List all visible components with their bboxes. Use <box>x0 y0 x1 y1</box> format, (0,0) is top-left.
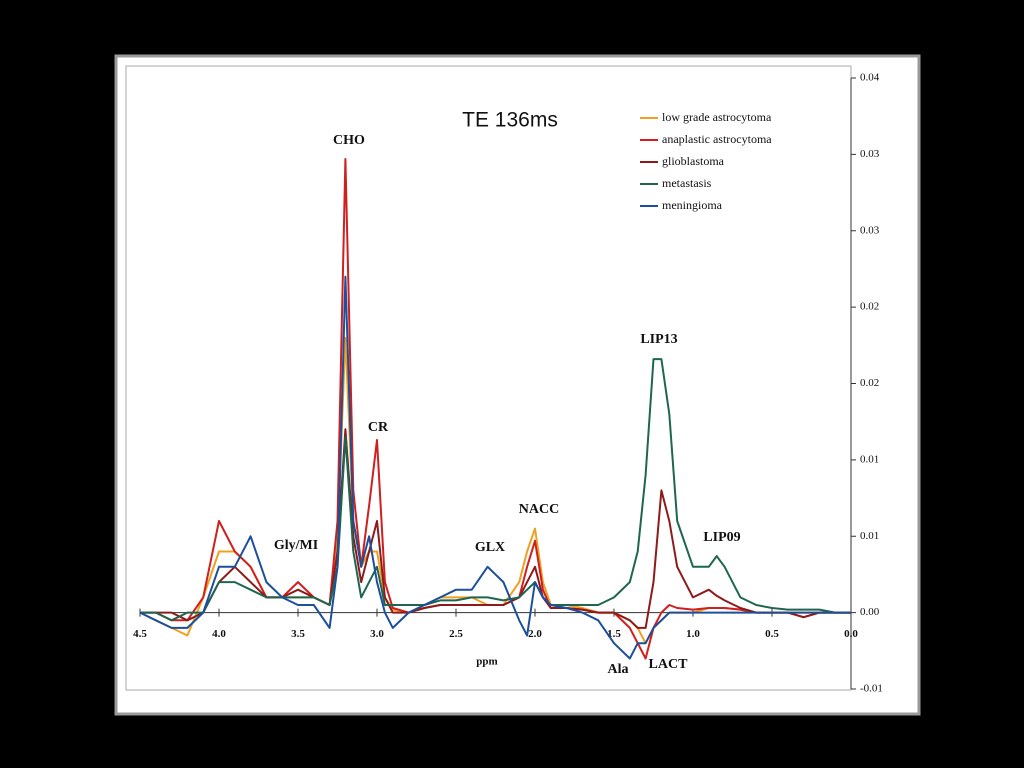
y-tick-label: 0.00 <box>860 606 880 618</box>
x-axis-label: ppm <box>476 656 497 668</box>
y-tick-label: -0.01 <box>860 683 883 695</box>
peak-label: LIP13 <box>640 332 677 347</box>
peak-label: NACC <box>519 502 559 517</box>
x-tick-label: 2.0 <box>528 628 542 640</box>
x-tick-label: 0.5 <box>765 628 779 640</box>
x-tick-label: 0.0 <box>844 628 858 640</box>
peak-label: LACT <box>649 657 689 672</box>
y-tick-label: 0.02 <box>860 301 879 313</box>
y-tick-label: 0.02 <box>860 377 879 389</box>
x-tick-label: 1.0 <box>686 628 700 640</box>
peak-label: CR <box>368 420 389 435</box>
chart-title: TE 136ms <box>462 109 558 132</box>
y-tick-label: 0.04 <box>860 72 880 84</box>
x-tick-label: 2.5 <box>449 628 463 640</box>
x-tick-label: 3.5 <box>291 628 305 640</box>
y-tick-label: 0.03 <box>860 224 880 236</box>
legend-label: anaplastic astrocytoma <box>662 132 772 146</box>
panel <box>114 54 921 716</box>
legend-label: low grade astrocytoma <box>662 110 772 124</box>
x-tick-label: 4.0 <box>212 628 226 640</box>
x-tick-label: 3.0 <box>370 628 384 640</box>
legend-label: metastasis <box>662 176 712 190</box>
peak-label: CHO <box>333 133 365 148</box>
legend-label: meningioma <box>662 198 723 212</box>
peak-label: LIP09 <box>703 530 740 545</box>
peak-label: Gly/MI <box>274 538 318 553</box>
y-tick-label: 0.03 <box>860 148 880 160</box>
peak-label: GLX <box>475 540 505 555</box>
y-tick-label: 0.01 <box>860 453 879 465</box>
series-line <box>139 275 851 660</box>
peak-label: Ala <box>608 662 629 677</box>
x-tick-label: 4.5 <box>133 628 147 640</box>
x-tick-label: 1.5 <box>607 628 621 640</box>
y-tick-label: 0.01 <box>860 530 879 542</box>
legend-label: glioblastoma <box>662 154 725 168</box>
